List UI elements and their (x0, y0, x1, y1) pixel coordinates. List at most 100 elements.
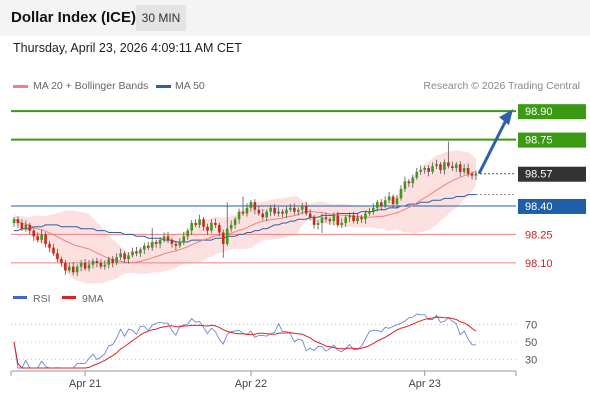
x-tick-label: Apr 22 (235, 378, 267, 390)
candle-body (28, 224, 32, 231)
candle-body (261, 213, 265, 218)
candle-body (340, 223, 344, 225)
candle-body (135, 251, 138, 254)
rsi-tick-70: 70 (525, 319, 537, 331)
candle-body (316, 223, 320, 225)
rsi-ma-legend-swatch (62, 296, 76, 299)
candle-body (285, 209, 288, 214)
level-tag-98-40: 98.40 (525, 201, 553, 213)
candle-body (241, 211, 245, 214)
candle-body (103, 264, 107, 267)
candle-body (40, 234, 43, 241)
level-tag-98-75: 98.75 (525, 135, 553, 147)
candle-body (372, 207, 375, 212)
candle-body (249, 202, 253, 208)
level-tag-bg-98-90 (518, 104, 586, 120)
candle-body (16, 219, 20, 224)
candle-body (64, 262, 67, 271)
candle-body (221, 232, 225, 244)
level-tag-bg-98-40 (518, 198, 586, 214)
candle-body (439, 164, 442, 170)
candle-body (12, 219, 16, 224)
candle-body (399, 188, 403, 199)
level-tag-98-10: 98.10 (525, 258, 553, 270)
candle-body (237, 211, 241, 220)
candle-body (194, 223, 197, 225)
candle-body (431, 166, 434, 172)
level-tag-98-90: 98.90 (525, 106, 553, 118)
candle-body (170, 240, 174, 244)
x-tick-label: Apr 23 (408, 378, 440, 390)
candle-body (364, 213, 367, 220)
candle-body (123, 253, 126, 260)
level-tag-98-57: 98.57 (525, 169, 553, 181)
candle-body (174, 243, 178, 246)
candle-body (277, 211, 280, 214)
forecast-arrow-shaft (477, 117, 509, 175)
candle-body (87, 264, 91, 269)
candle-body (36, 236, 39, 241)
candle-body (411, 177, 415, 184)
candle-body (210, 223, 213, 231)
candle-body (75, 266, 79, 273)
instrument-title: Dollar Index (ICE) (11, 9, 137, 26)
candle-body (289, 207, 292, 210)
candle-body (356, 217, 359, 222)
level-tag-bg-98-57 (518, 166, 586, 182)
candle-body (352, 215, 355, 222)
candle-body (419, 169, 423, 172)
ma20-legend-label: MA 20 + Bollinger Bands (33, 80, 149, 92)
candle-body (107, 259, 111, 265)
candle-body (451, 166, 454, 169)
timeframe-badge[interactable]: 30 MIN (136, 5, 186, 31)
forecast-arrowhead (499, 109, 513, 126)
candle-body (83, 262, 87, 269)
candle-body (474, 173, 478, 176)
candle-body (99, 262, 103, 267)
candle-body (297, 209, 300, 212)
candle-body (91, 260, 95, 265)
candle-body (245, 207, 249, 214)
candle-body (344, 217, 347, 224)
candle-body (391, 196, 395, 205)
candle-body (304, 205, 308, 214)
candle-body (158, 240, 162, 244)
candle-body (131, 251, 134, 256)
candle-body (293, 207, 296, 212)
candle-body (79, 262, 83, 267)
candle-body (146, 245, 150, 248)
candle-body (24, 224, 28, 229)
candle-body (229, 224, 233, 229)
candle-body (115, 257, 118, 263)
candle-body (67, 266, 71, 271)
rsi-legend-swatch (13, 296, 27, 299)
candle-body (127, 255, 130, 260)
candle-body (348, 215, 351, 218)
candle-body (154, 241, 158, 244)
rsi-line (13, 313, 476, 369)
candle-body (202, 219, 205, 227)
candle-body (324, 217, 328, 220)
candle-body (162, 236, 166, 241)
candle-body (186, 230, 190, 237)
candle-body (336, 215, 340, 225)
candle-body (458, 164, 462, 172)
ma20-legend-swatch (13, 85, 28, 88)
x-tick-label: Apr 21 (69, 378, 101, 390)
timestamp: Thursday, April 23, 2026 4:09:11 AM CET (13, 41, 242, 55)
candle-body (233, 219, 237, 225)
rsi-tick-30: 30 (525, 354, 537, 366)
candle-body (265, 211, 269, 218)
candle-body (470, 173, 474, 176)
candle-body (139, 249, 142, 254)
candle-body (312, 217, 316, 225)
candle-body (32, 230, 36, 237)
candle-body (119, 253, 122, 258)
candle-body (178, 241, 182, 246)
candle-body (462, 168, 466, 172)
candle-body (427, 168, 430, 172)
ma50-legend-swatch (156, 85, 171, 88)
candle-body (190, 223, 193, 231)
candle-body (48, 243, 51, 248)
